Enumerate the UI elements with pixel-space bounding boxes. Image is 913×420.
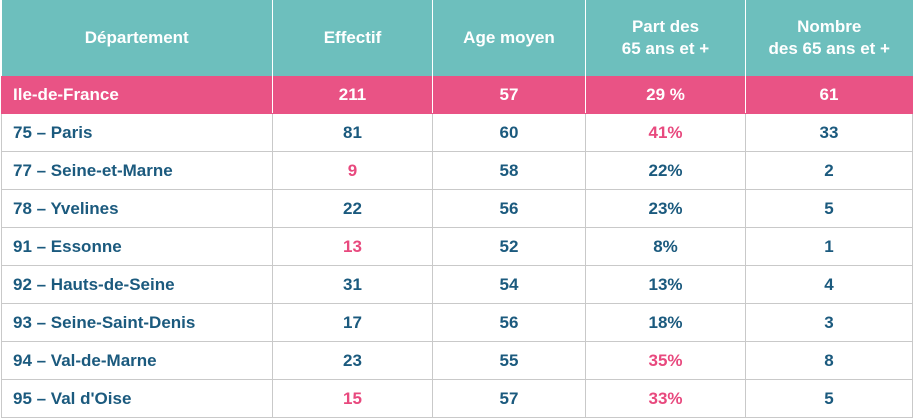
cell-age: 52: [432, 227, 586, 266]
cell-age: 55: [432, 341, 586, 380]
header-departement: Département: [1, 0, 273, 77]
header-row: Département Effectif Age moyen Part des …: [1, 0, 913, 77]
table-row: 95 – Val d'Oise 15 57 33% 5: [1, 379, 913, 418]
region-effectif: 211: [272, 76, 433, 114]
header-effectif: Effectif: [272, 0, 433, 77]
cell-part: 35%: [585, 341, 746, 380]
cell-nombre: 33: [745, 113, 913, 152]
table-row: 92 – Hauts-de-Seine 31 54 13% 4: [1, 265, 913, 304]
region-name: Ile-de-France: [1, 76, 273, 114]
cell-effectif: 31: [272, 265, 433, 304]
cell-departement: 94 – Val-de-Marne: [1, 341, 273, 380]
cell-part: 18%: [585, 303, 746, 342]
cell-age: 54: [432, 265, 586, 304]
cell-departement: 91 – Essonne: [1, 227, 273, 266]
cell-departement: 75 – Paris: [1, 113, 273, 152]
table-row: 75 – Paris 81 60 41% 33: [1, 113, 913, 152]
table-row: 93 – Seine-Saint-Denis 17 56 18% 3: [1, 303, 913, 342]
cell-effectif: 13: [272, 227, 433, 266]
cell-nombre: 2: [745, 151, 913, 190]
cell-departement: 95 – Val d'Oise: [1, 379, 273, 418]
region-age: 57: [432, 76, 586, 114]
cell-part: 23%: [585, 189, 746, 228]
cell-nombre: 5: [745, 189, 913, 228]
cell-age: 60: [432, 113, 586, 152]
header-nombre-65: Nombre des 65 ans et +: [745, 0, 913, 77]
cell-age: 56: [432, 303, 586, 342]
cell-age: 56: [432, 189, 586, 228]
table-row: 78 – Yvelines 22 56 23% 5: [1, 189, 913, 228]
region-nombre: 61: [745, 76, 913, 114]
cell-departement: 77 – Seine-et-Marne: [1, 151, 273, 190]
cell-age: 58: [432, 151, 586, 190]
cell-age: 57: [432, 379, 586, 418]
cell-departement: 78 – Yvelines: [1, 189, 273, 228]
region-part: 29 %: [585, 76, 746, 114]
cell-part: 8%: [585, 227, 746, 266]
cell-nombre: 5: [745, 379, 913, 418]
cell-departement: 93 – Seine-Saint-Denis: [1, 303, 273, 342]
table-row: 94 – Val-de-Marne 23 55 35% 8: [1, 341, 913, 380]
cell-nombre: 3: [745, 303, 913, 342]
cell-nombre: 8: [745, 341, 913, 380]
cell-effectif: 9: [272, 151, 433, 190]
cell-effectif: 15: [272, 379, 433, 418]
cell-effectif: 23: [272, 341, 433, 380]
header-age-moyen: Age moyen: [432, 0, 586, 77]
table-row: 77 – Seine-et-Marne 9 58 22% 2: [1, 151, 913, 190]
cell-part: 22%: [585, 151, 746, 190]
table-row: 91 – Essonne 13 52 8% 1: [1, 227, 913, 266]
region-row: Ile-de-France 211 57 29 % 61: [1, 76, 913, 114]
cell-part: 33%: [585, 379, 746, 418]
header-part-65: Part des 65 ans et +: [585, 0, 746, 77]
cell-part: 41%: [585, 113, 746, 152]
cell-effectif: 81: [272, 113, 433, 152]
cell-nombre: 1: [745, 227, 913, 266]
cell-nombre: 4: [745, 265, 913, 304]
cell-part: 13%: [585, 265, 746, 304]
cell-departement: 92 – Hauts-de-Seine: [1, 265, 273, 304]
cell-effectif: 17: [272, 303, 433, 342]
cell-effectif: 22: [272, 189, 433, 228]
